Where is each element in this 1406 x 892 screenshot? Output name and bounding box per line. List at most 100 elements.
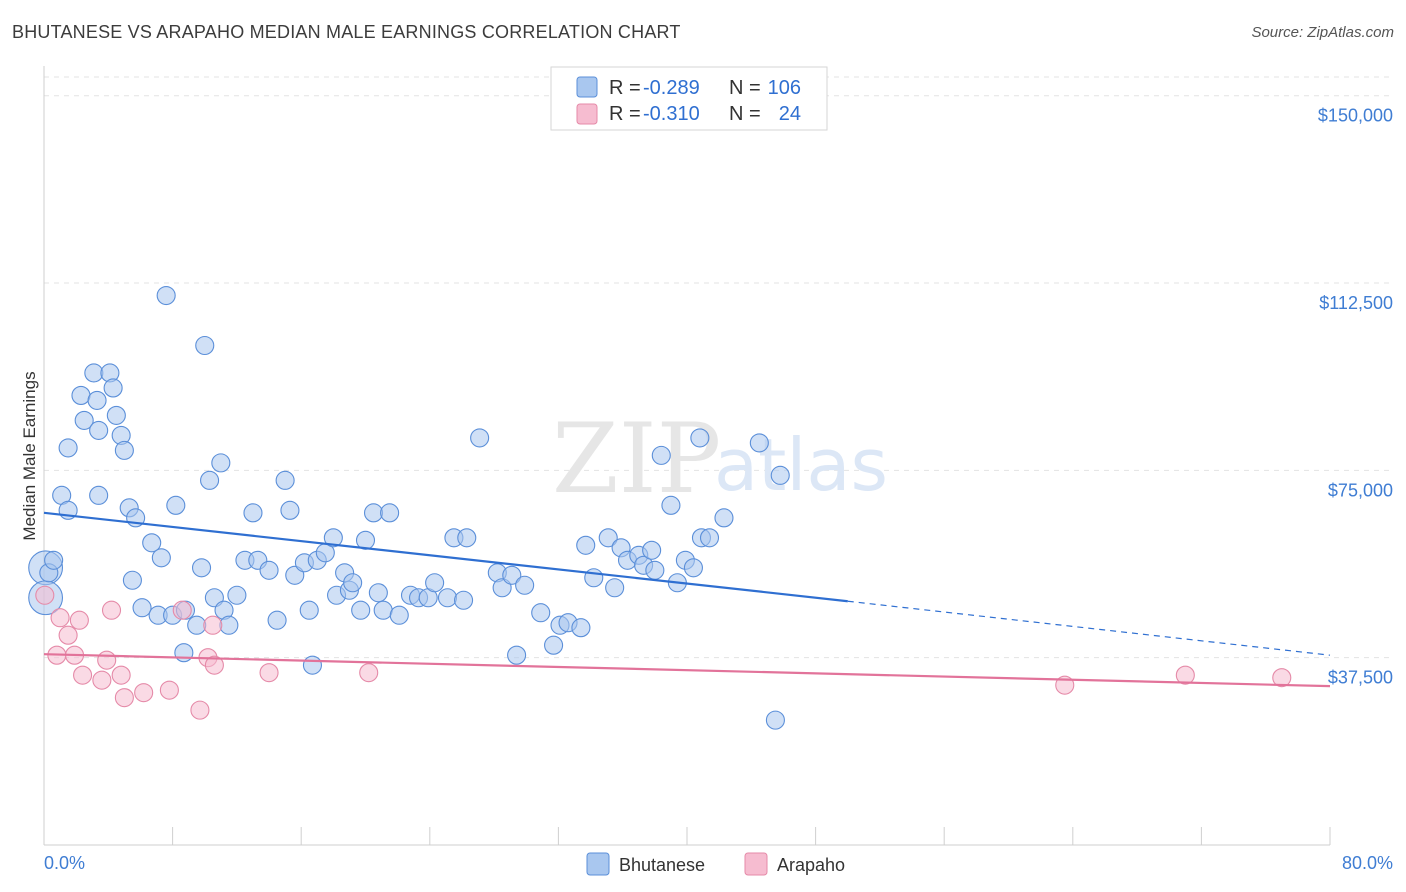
bhutanese-point bbox=[89, 420, 109, 440]
bottom-legend-swatch-bhutanese bbox=[586, 852, 610, 876]
bhutanese-point bbox=[437, 588, 458, 608]
bhutanese-point bbox=[114, 440, 134, 460]
grid-lines bbox=[44, 76, 1393, 659]
x-tick-label-min: 0.0% bbox=[44, 853, 85, 873]
bhutanese-point bbox=[389, 605, 409, 625]
legend-r-value-arapaho: -0.310 bbox=[643, 103, 700, 125]
bottom-legend-label-bhutanese: Bhutanese bbox=[619, 855, 705, 875]
bhutanese-point bbox=[151, 548, 171, 568]
arapaho-point bbox=[204, 655, 224, 675]
bhutanese-point bbox=[454, 590, 474, 610]
arapaho-point bbox=[203, 615, 223, 635]
bhutanese-point bbox=[106, 405, 126, 425]
bhutanese-point bbox=[58, 438, 78, 458]
stats-legend: R = -0.289 N = 106 R = -0.310 N = 24 bbox=[550, 66, 828, 131]
chart-title: BHUTANESE VS ARAPAHO MEDIAN MALE EARNING… bbox=[12, 22, 681, 42]
bhutanese-points bbox=[28, 285, 790, 730]
bhutanese-point bbox=[380, 503, 400, 523]
watermark: ZIP atlas bbox=[552, 403, 888, 515]
bhutanese-point bbox=[275, 470, 295, 490]
bhutanese-point bbox=[280, 500, 300, 520]
bhutanese-point bbox=[132, 598, 152, 618]
arapaho-point bbox=[69, 610, 89, 630]
bhutanese-point bbox=[651, 445, 671, 465]
bhutanese-point bbox=[195, 335, 215, 356]
arapaho-points bbox=[35, 585, 1292, 720]
bhutanese-point bbox=[605, 578, 625, 598]
bhutanese-trend-extension bbox=[847, 600, 1331, 656]
arapaho-point bbox=[97, 650, 117, 670]
bhutanese-point bbox=[507, 645, 527, 665]
series-legend: Bhutanese Arapaho bbox=[586, 852, 845, 876]
legend-n-value-arapaho: 24 bbox=[779, 103, 801, 125]
arapaho-point bbox=[159, 680, 179, 700]
arapaho-point bbox=[111, 665, 131, 685]
bottom-legend-swatch-arapaho bbox=[744, 852, 768, 876]
bhutanese-point bbox=[576, 535, 596, 555]
bhutanese-point bbox=[690, 428, 710, 448]
arapaho-point bbox=[359, 663, 379, 683]
bhutanese-point bbox=[166, 495, 186, 515]
arapaho-point bbox=[35, 585, 55, 605]
bhutanese-point bbox=[749, 433, 769, 453]
bhutanese-point bbox=[584, 568, 604, 588]
bhutanese-point bbox=[355, 530, 376, 550]
bhutanese-point bbox=[44, 550, 64, 570]
bhutanese-point bbox=[699, 528, 720, 548]
bhutanese-point bbox=[598, 528, 618, 548]
legend-swatch-bhutanese bbox=[576, 76, 598, 98]
bhutanese-trend-line bbox=[43, 511, 848, 603]
bhutanese-point bbox=[87, 390, 107, 410]
bhutanese-point bbox=[351, 600, 371, 620]
bhutanese-point bbox=[243, 503, 263, 523]
arapaho-point bbox=[73, 665, 93, 685]
bhutanese-point bbox=[373, 600, 393, 620]
bhutanese-point bbox=[425, 573, 445, 593]
bhutanese-point bbox=[187, 615, 207, 635]
bhutanese-point bbox=[74, 410, 94, 430]
y-tick-label: $75,000 bbox=[1328, 480, 1393, 500]
bhutanese-point bbox=[544, 635, 564, 655]
bhutanese-point bbox=[470, 428, 490, 448]
bhutanese-point bbox=[531, 603, 551, 623]
legend-n-value-bhutanese: 106 bbox=[768, 77, 801, 99]
bhutanese-point bbox=[299, 600, 319, 620]
bhutanese-point bbox=[103, 378, 123, 398]
arapaho-point bbox=[101, 600, 122, 620]
source-credit: Source: ZipAtlas.com bbox=[1251, 24, 1394, 41]
arapaho-point bbox=[172, 600, 192, 620]
legend-r-value-bhutanese: -0.289 bbox=[643, 77, 700, 99]
bhutanese-point bbox=[343, 573, 363, 593]
bottom-legend-label-arapaho: Arapaho bbox=[777, 855, 845, 875]
bhutanese-point bbox=[683, 558, 703, 578]
y-tick-label: $150,000 bbox=[1318, 106, 1393, 126]
bhutanese-point bbox=[765, 710, 785, 730]
bhutanese-point bbox=[156, 285, 176, 306]
watermark-atlas: atlas bbox=[714, 423, 888, 507]
bhutanese-point bbox=[219, 615, 239, 635]
trend-lines bbox=[43, 511, 1331, 688]
bhutanese-point bbox=[191, 558, 212, 578]
bhutanese-point bbox=[84, 363, 104, 383]
bhutanese-point bbox=[259, 560, 279, 580]
bhutanese-point bbox=[645, 560, 665, 580]
arapaho-point bbox=[134, 683, 154, 703]
bhutanese-point bbox=[89, 485, 109, 505]
bhutanese-point bbox=[515, 575, 535, 595]
arapaho-trend-line bbox=[43, 653, 1331, 688]
bhutanese-point bbox=[227, 585, 247, 605]
bhutanese-point bbox=[267, 610, 287, 630]
y-tick-labels: $37,500 $75,000 $112,500 $150,000 bbox=[1318, 106, 1393, 688]
arapaho-point bbox=[58, 625, 78, 645]
bhutanese-point bbox=[661, 495, 681, 515]
legend-r-label: R = bbox=[609, 77, 641, 99]
arapaho-point bbox=[50, 608, 70, 628]
bhutanese-point bbox=[71, 385, 91, 405]
bhutanese-point bbox=[142, 533, 162, 553]
bhutanese-point bbox=[122, 570, 142, 590]
legend-n-label: N = bbox=[729, 103, 761, 125]
y-tick-label: $37,500 bbox=[1328, 668, 1393, 688]
arapaho-point bbox=[1175, 665, 1195, 685]
arapaho-point bbox=[114, 688, 134, 708]
